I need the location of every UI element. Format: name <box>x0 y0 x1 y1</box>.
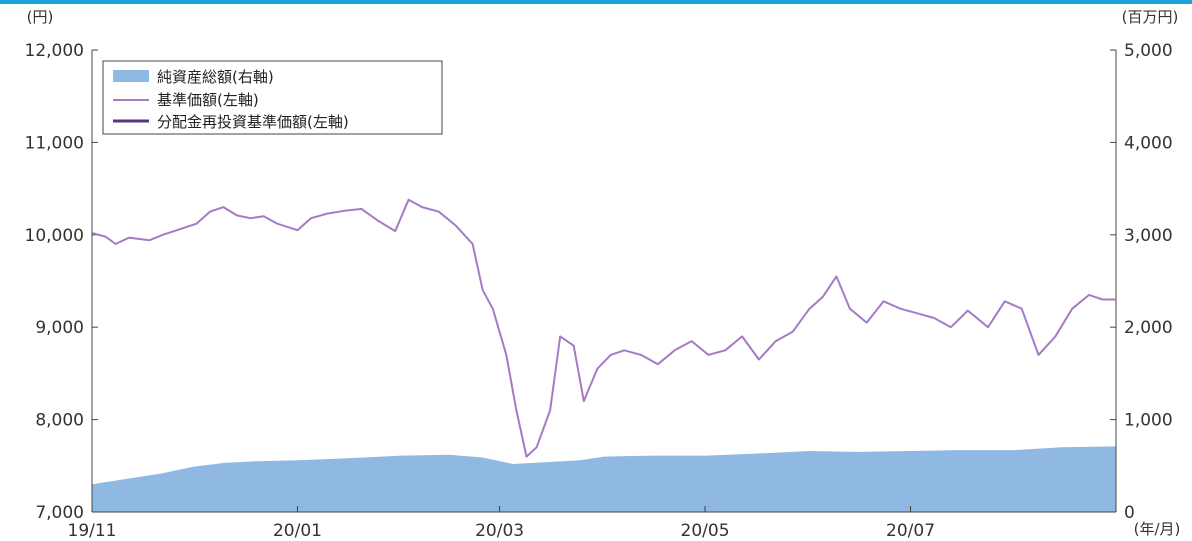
reinvested-nav-line <box>91 199 1116 458</box>
x-axis-unit: (年/月) <box>1134 520 1181 538</box>
right-axis-unit: (百万円) <box>1122 8 1179 26</box>
left-tick-label: 8,000 <box>35 411 84 431</box>
legend-label-nav: 基準価額(左軸) <box>157 91 259 109</box>
legend-label-reinvested: 分配金再投資基準価額(左軸) <box>157 113 349 131</box>
right-tick-label: 1,000 <box>1124 411 1173 431</box>
left-axis-unit: (円) <box>27 8 54 26</box>
axis-layer: 7,000 8,000 9,000 10,000 11,000 12,000 0 1,000 2… <box>25 41 1173 541</box>
nav-line <box>91 198 1116 458</box>
right-tick-label: 4,000 <box>1124 133 1173 153</box>
legend-box <box>102 60 443 135</box>
left-tick-label: 12,000 <box>25 41 84 61</box>
right-tick-label: 5,000 <box>1124 41 1173 61</box>
line-layer <box>91 198 1116 458</box>
legend-label-net-assets: 純資産総額(右軸) <box>157 68 274 86</box>
header-accent-bar <box>0 0 1192 4</box>
net-assets-area-layer <box>92 446 1116 512</box>
net-assets-area <box>92 446 1116 512</box>
legend: 純資産総額(右軸) 基準価額(左軸) 分配金再投資基準価額(左軸) <box>102 60 443 135</box>
legend-swatch-net-assets <box>113 70 149 82</box>
x-tick-label: 20/07 <box>886 521 935 541</box>
left-tick-label: 9,000 <box>35 318 84 338</box>
x-tick-label: 19/11 <box>68 521 117 541</box>
left-tick-label: 10,000 <box>25 226 84 246</box>
x-tick-label: 20/03 <box>475 521 524 541</box>
right-tick-label: 2,000 <box>1124 318 1173 338</box>
right-tick-label: 0 <box>1124 503 1135 523</box>
left-tick-label: 11,000 <box>25 133 84 153</box>
right-tick-label: 3,000 <box>1124 226 1173 246</box>
left-tick-label: 7,000 <box>35 503 84 523</box>
x-tick-label: 20/01 <box>273 521 322 541</box>
x-tick-label: 20/05 <box>681 521 730 541</box>
